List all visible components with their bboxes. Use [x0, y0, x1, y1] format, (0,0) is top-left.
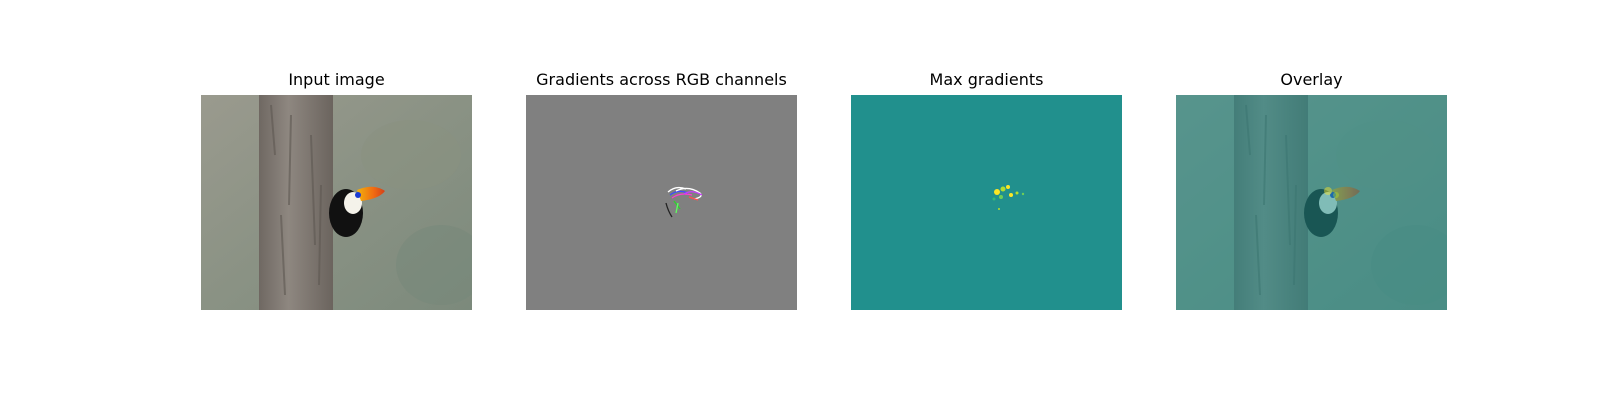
max-gradient-map: [851, 95, 1122, 310]
panel-title-rgb-gradients: Gradients across RGB channels: [536, 70, 787, 89]
input-image: [201, 95, 472, 310]
rgb-gradient-map: [526, 95, 797, 310]
panel-title-input-image: Input image: [288, 70, 385, 89]
panel-title-overlay: Overlay: [1280, 70, 1343, 89]
panel-title-max-gradients: Max gradients: [929, 70, 1044, 89]
overlay-image: [1176, 95, 1447, 310]
